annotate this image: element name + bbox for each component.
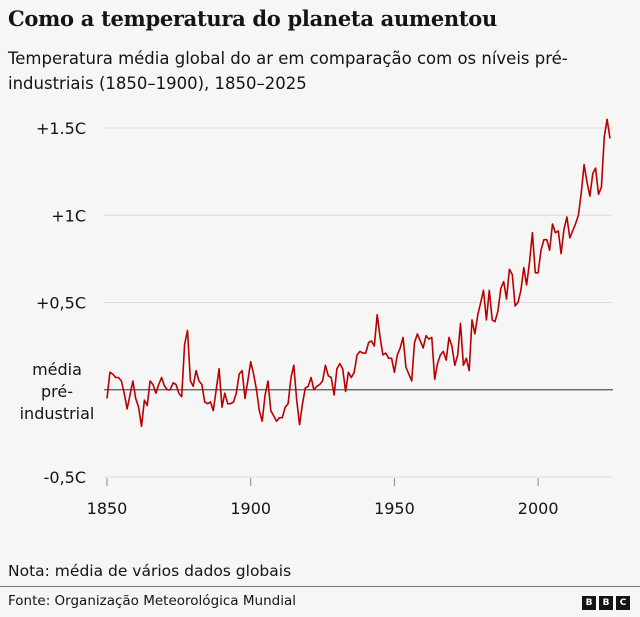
source-text: Fonte: Organização Meteorológica Mundial [8,593,296,609]
y-tick-label: -0,5C [44,468,86,487]
y-tick-label: +1.5C [36,119,86,138]
logo-letter: B [582,596,596,610]
y-tick-label: pré- [41,382,73,401]
x-tick-label: 2000 [518,499,559,518]
temperature-chart: +1.5C +1C +0,5C média pré-industrial -0,5C185… [20,118,613,518]
logo-letter: B [599,596,613,610]
chart-title: Como a temperatura do planeta aumentou [8,6,497,31]
chart-note: Nota: média de vários dados globais [8,562,292,580]
x-tick-label: 1850 [87,499,128,518]
bbc-logo: B B C [582,596,630,610]
y-tick-label: média [32,360,82,379]
y-tick-label: +0,5C [36,294,86,313]
chart-subtitle: Temperatura média global do ar em compar… [8,49,568,93]
y-tick-label: industrial [20,404,95,423]
footer-divider [0,586,640,587]
x-tick-label: 1900 [230,499,271,518]
y-tick-label: +1C [51,206,86,225]
temperature-line [106,118,611,428]
x-tick-label: 1950 [374,499,415,518]
logo-letter: C [616,596,630,610]
